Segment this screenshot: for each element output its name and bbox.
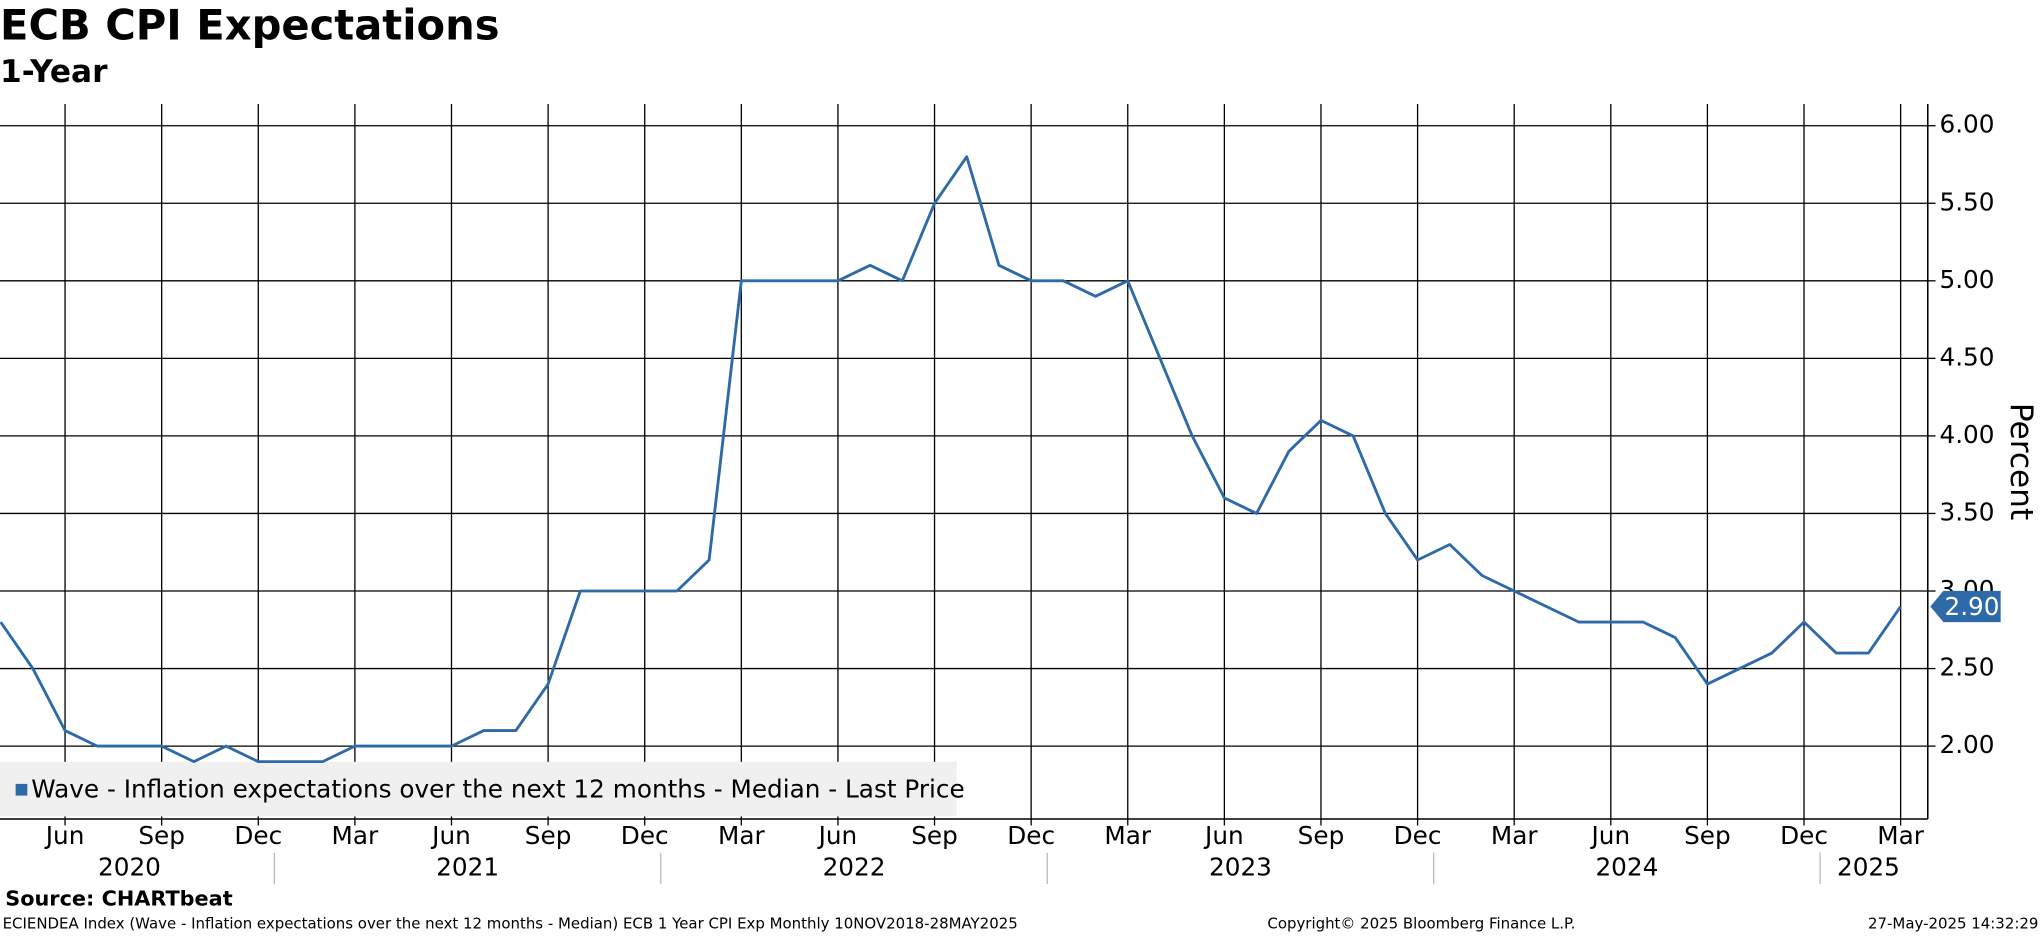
x-tick-label: Jun: [1589, 821, 1630, 850]
footer-left: ECIENDEA Index (Wave - Inflation expecta…: [3, 914, 1018, 932]
data-line: [0, 155, 1902, 764]
x-group-label: 2024: [1595, 852, 1658, 881]
last-price-tag: [1930, 590, 2001, 623]
x-group-label: 2020: [98, 852, 161, 881]
x-tick-label: Sep: [138, 821, 185, 850]
x-tick-label: Sep: [911, 821, 958, 850]
legend-swatch: [15, 783, 28, 796]
last-price-label: 2.90: [1944, 592, 1999, 621]
x-tick-label: Jun: [44, 821, 85, 850]
x-tick-label: Jun: [1203, 821, 1244, 850]
x-tick-label: Mar: [332, 821, 379, 850]
y-tick-label: 3.50: [1939, 497, 1994, 526]
y-tick-label: 6.00: [1939, 110, 1994, 139]
y-tick-label: 5.00: [1939, 265, 1994, 294]
y-tick-label: 2.50: [1939, 653, 1994, 682]
x-tick-label: Dec: [621, 821, 669, 850]
x-tick-label: Dec: [1780, 821, 1828, 850]
x-tick-label: Mar: [1491, 821, 1538, 850]
x-tick-label: Sep: [1298, 821, 1345, 850]
x-tick-label: Sep: [1684, 821, 1731, 850]
x-tick-label: Jun: [817, 821, 858, 850]
x-group-label: 2022: [823, 852, 886, 881]
x-tick-label: Mar: [1104, 821, 1151, 850]
x-tick-label: Mar: [718, 821, 765, 850]
y-tick-label: 4.50: [1939, 342, 1994, 371]
legend-box: [0, 761, 957, 817]
x-tick-label: Mar: [1877, 821, 1924, 850]
x-group-label: 2023: [1209, 852, 1272, 881]
chart-title: ECB CPI Expectations: [0, 1, 500, 50]
chart-subtitle: 1-Year: [0, 54, 108, 90]
y-tick-label: 5.50: [1939, 187, 1994, 216]
x-tick-label: Dec: [1394, 821, 1442, 850]
legend-label: Wave - Inflation expectations over the n…: [31, 774, 964, 803]
y-axis-label: Percent: [2003, 403, 2039, 520]
y-tick-label: 4.00: [1939, 420, 1994, 449]
footer-center: Copyright© 2025 Bloomberg Finance L.P.: [1267, 914, 1575, 932]
y-tick-label: 2.00: [1939, 730, 1994, 759]
x-tick-label: Sep: [525, 821, 572, 850]
x-group-label: 2025: [1837, 852, 1900, 881]
x-tick-label: Jun: [430, 821, 471, 850]
source: Source: CHARTbeat: [5, 887, 233, 911]
footer-right: 27-May-2025 14:32:29: [1868, 914, 2038, 932]
x-tick-label: Dec: [234, 821, 282, 850]
x-tick-label: Dec: [1007, 821, 1055, 850]
x-group-label: 2021: [436, 852, 499, 881]
